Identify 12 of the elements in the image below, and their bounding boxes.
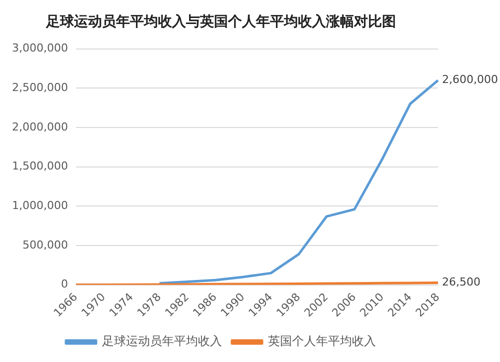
y-tick-label: 1,000,000 [12,199,68,212]
legend-label: 英国个人年平均收入 [268,334,376,348]
y-tick-label: 3,000,000 [12,42,68,55]
y-tick-label: 2,000,000 [12,120,68,134]
legend-label: 足球运动员年平均收入 [102,334,222,348]
y-tick-label: 500,000 [22,238,68,252]
data-label: 26,500 [442,276,480,289]
y-tick-label: 0 [60,278,68,291]
y-tick-label: 1,500,000 [12,160,68,173]
chart-title: 足球运动员年平均收入与英国个人年平均收入涨幅对比图 [45,14,396,30]
y-tick-label: 2,500,000 [12,81,68,94]
data-label: 2,600,000 [442,73,498,86]
